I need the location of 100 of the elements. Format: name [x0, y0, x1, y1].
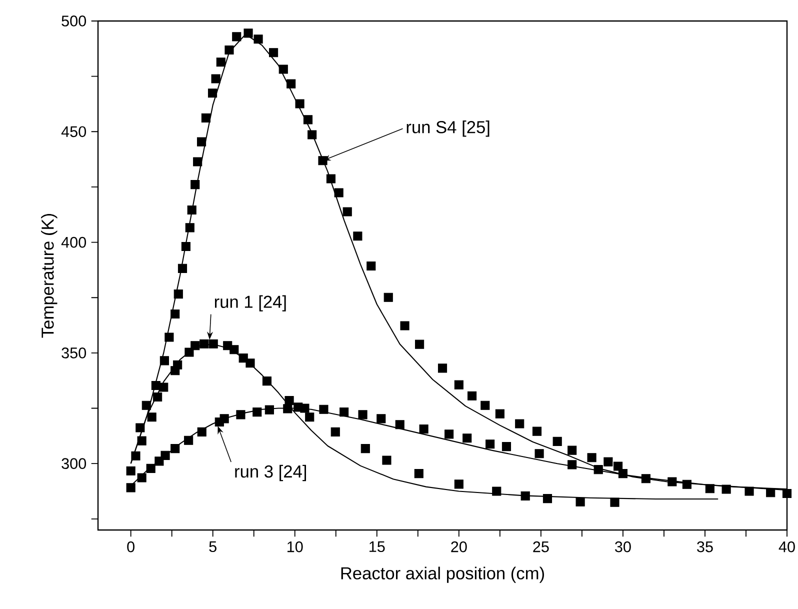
point — [173, 360, 182, 370]
point — [395, 420, 404, 430]
point — [262, 376, 272, 386]
point — [187, 205, 196, 215]
point — [515, 419, 524, 428]
point — [254, 34, 263, 44]
point — [542, 494, 552, 504]
point — [246, 358, 255, 368]
point — [236, 410, 246, 420]
point — [300, 404, 310, 413]
point — [502, 442, 512, 452]
point — [552, 436, 562, 446]
point — [342, 207, 352, 216]
point — [722, 484, 731, 494]
point — [766, 488, 776, 498]
point — [174, 290, 183, 299]
point — [170, 309, 180, 319]
point — [444, 430, 454, 439]
point — [382, 456, 392, 465]
point — [208, 88, 218, 98]
annotation: run 3 [24] — [235, 464, 306, 482]
point — [419, 424, 428, 434]
point — [400, 321, 410, 330]
point — [278, 64, 288, 74]
point — [178, 264, 188, 273]
point — [184, 348, 194, 357]
point — [587, 453, 596, 462]
point — [384, 292, 393, 302]
point — [568, 460, 577, 470]
point — [200, 339, 209, 348]
point — [366, 261, 376, 271]
point — [224, 45, 234, 55]
point — [326, 174, 336, 184]
point — [286, 79, 296, 88]
y-tick-label: 350 — [62, 348, 86, 358]
y-tick-label: 450 — [61, 126, 86, 138]
point — [232, 32, 242, 42]
point — [353, 232, 362, 241]
point — [216, 58, 226, 67]
point — [305, 412, 314, 422]
point — [146, 464, 156, 473]
x-tick-label: 5 — [209, 541, 216, 552]
point — [137, 473, 146, 482]
point — [682, 480, 692, 489]
x-tick-label: 20 — [451, 541, 467, 552]
point — [153, 392, 162, 402]
point — [610, 498, 620, 507]
point — [184, 436, 194, 445]
point — [534, 449, 544, 458]
point — [303, 115, 313, 124]
annotation: run 1 [24] — [214, 295, 286, 312]
point — [782, 488, 792, 498]
point — [193, 157, 202, 166]
point — [252, 407, 262, 417]
point — [495, 409, 504, 418]
point — [467, 391, 477, 400]
point — [131, 451, 140, 460]
point — [319, 404, 328, 414]
point — [462, 434, 472, 443]
point — [244, 28, 253, 38]
point — [613, 462, 623, 471]
point — [126, 466, 136, 476]
y-tick-label: 400 — [61, 236, 86, 248]
x-axis-title: Reactor axial position (cm) — [341, 566, 544, 583]
point — [641, 474, 650, 484]
point — [744, 486, 754, 496]
point — [330, 427, 340, 436]
point — [360, 444, 370, 454]
point — [142, 400, 151, 410]
point — [126, 483, 136, 492]
x-tick-label: 30 — [615, 541, 631, 552]
point — [190, 180, 200, 190]
point — [618, 469, 628, 478]
point — [358, 410, 368, 420]
point — [568, 446, 577, 455]
point — [414, 469, 424, 478]
point — [705, 484, 714, 494]
point — [197, 427, 206, 436]
point — [668, 477, 677, 486]
point — [208, 339, 218, 348]
point — [230, 345, 239, 354]
point — [454, 380, 464, 390]
x-tick-label: 10 — [288, 541, 303, 552]
point — [160, 450, 170, 460]
point — [340, 407, 349, 417]
annotation: run S4 [25] — [406, 120, 490, 137]
point — [211, 74, 220, 84]
point — [334, 188, 344, 198]
point — [318, 156, 328, 166]
point — [196, 137, 206, 146]
point — [454, 480, 464, 489]
point — [520, 491, 530, 500]
point — [185, 223, 194, 232]
point — [201, 113, 210, 122]
x-tick-label: 40 — [778, 541, 795, 552]
point — [284, 396, 294, 406]
x-tick-label: 25 — [533, 541, 549, 552]
point — [181, 242, 190, 252]
point — [604, 457, 613, 466]
point — [480, 400, 490, 410]
